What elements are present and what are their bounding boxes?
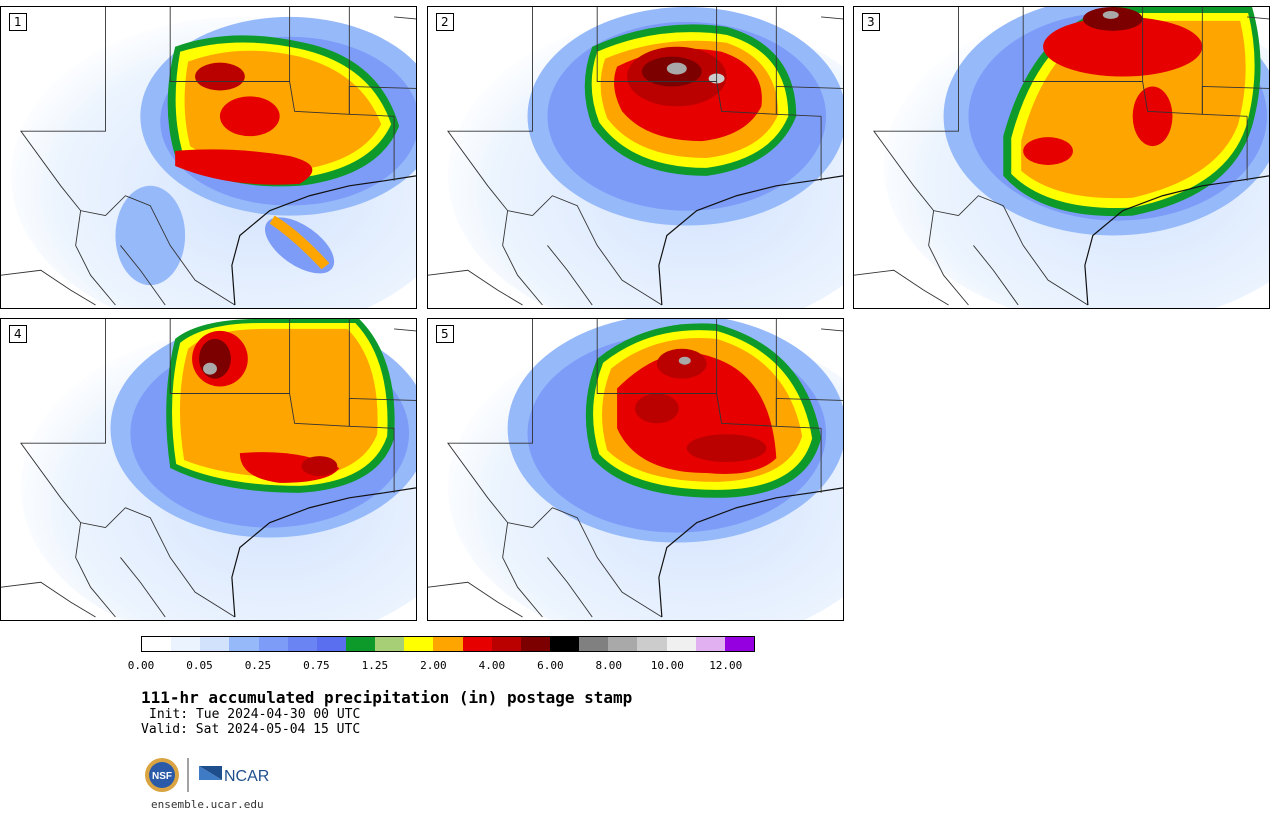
colorbar-tick-label: 0.05 [186,659,213,672]
colorbar-segment [171,637,201,651]
colorbar-segment [200,637,230,651]
colorbar-segment [608,637,638,651]
colorbar-tick-label: 0.75 [303,659,330,672]
colorbar-segment [637,637,667,651]
precip-map [428,7,843,308]
colorbar-tick-label: 12.00 [709,659,743,672]
colorbar-segment [433,637,463,651]
colorbar-segment [345,637,376,651]
colorbar-segment [491,637,521,651]
colorbar-segment [579,637,609,651]
colorbar-tick-label: 6.00 [537,659,564,672]
colorbar-segment [316,637,346,651]
precip-map [1,319,416,620]
colorbar-tick-label: 4.00 [478,659,506,672]
svg-text:NSF: NSF [152,771,172,782]
site-url: ensemble.ucar.edu [151,798,264,811]
precip-map [1,7,416,308]
colorbar-segment [404,637,434,651]
logo-block: NSF NCAR [144,756,274,794]
page-title: 111-hr accumulated precipitation (in) po… [141,688,633,707]
svg-text:NCAR: NCAR [224,768,269,785]
colorbar-segment [375,637,405,651]
panel-number-label: 3 [862,13,880,31]
ensemble-member-map-3: 3 [853,6,1270,309]
colorbar-segment [229,637,259,651]
colorbar-tick-label: 0.00 [127,659,155,672]
colorbar-segment [462,637,492,651]
ensemble-member-map-4: 4 [0,318,417,621]
colorbar-segment [666,637,696,651]
colorbar-tick-label: 10.00 [650,659,684,672]
panel-number-label: 2 [436,13,454,31]
ensemble-member-map-2: 2 [427,6,844,309]
precip-map [428,319,843,620]
ensemble-member-map-5: 5 [427,318,844,621]
panel-number-label: 1 [9,13,27,31]
colorbar-segment [142,637,172,651]
precip-map [854,7,1269,308]
colorbar-segment [549,637,580,651]
colorbar-tick-label: 2.00 [420,659,447,672]
precip-colorbar [141,636,755,652]
colorbar-segment [520,637,550,651]
init-time: Init: Tue 2024-04-30 00 UTC [149,707,361,722]
colorbar-tick-label: 0.25 [244,659,272,672]
colorbar-segment [724,637,754,651]
panel-number-label: 4 [9,325,27,343]
nsf-ncar-logo: NSF NCAR [145,758,269,792]
colorbar-tick-label: 1.25 [361,659,389,672]
colorbar-tick-label: 8.00 [595,659,623,672]
colorbar-segment [287,637,317,651]
ensemble-member-map-1: 1 [0,6,417,309]
valid-time: Valid: Sat 2024-05-04 15 UTC [141,722,361,737]
panel-number-label: 5 [436,325,454,343]
colorbar-segment [695,637,725,651]
colorbar-segment [258,637,288,651]
